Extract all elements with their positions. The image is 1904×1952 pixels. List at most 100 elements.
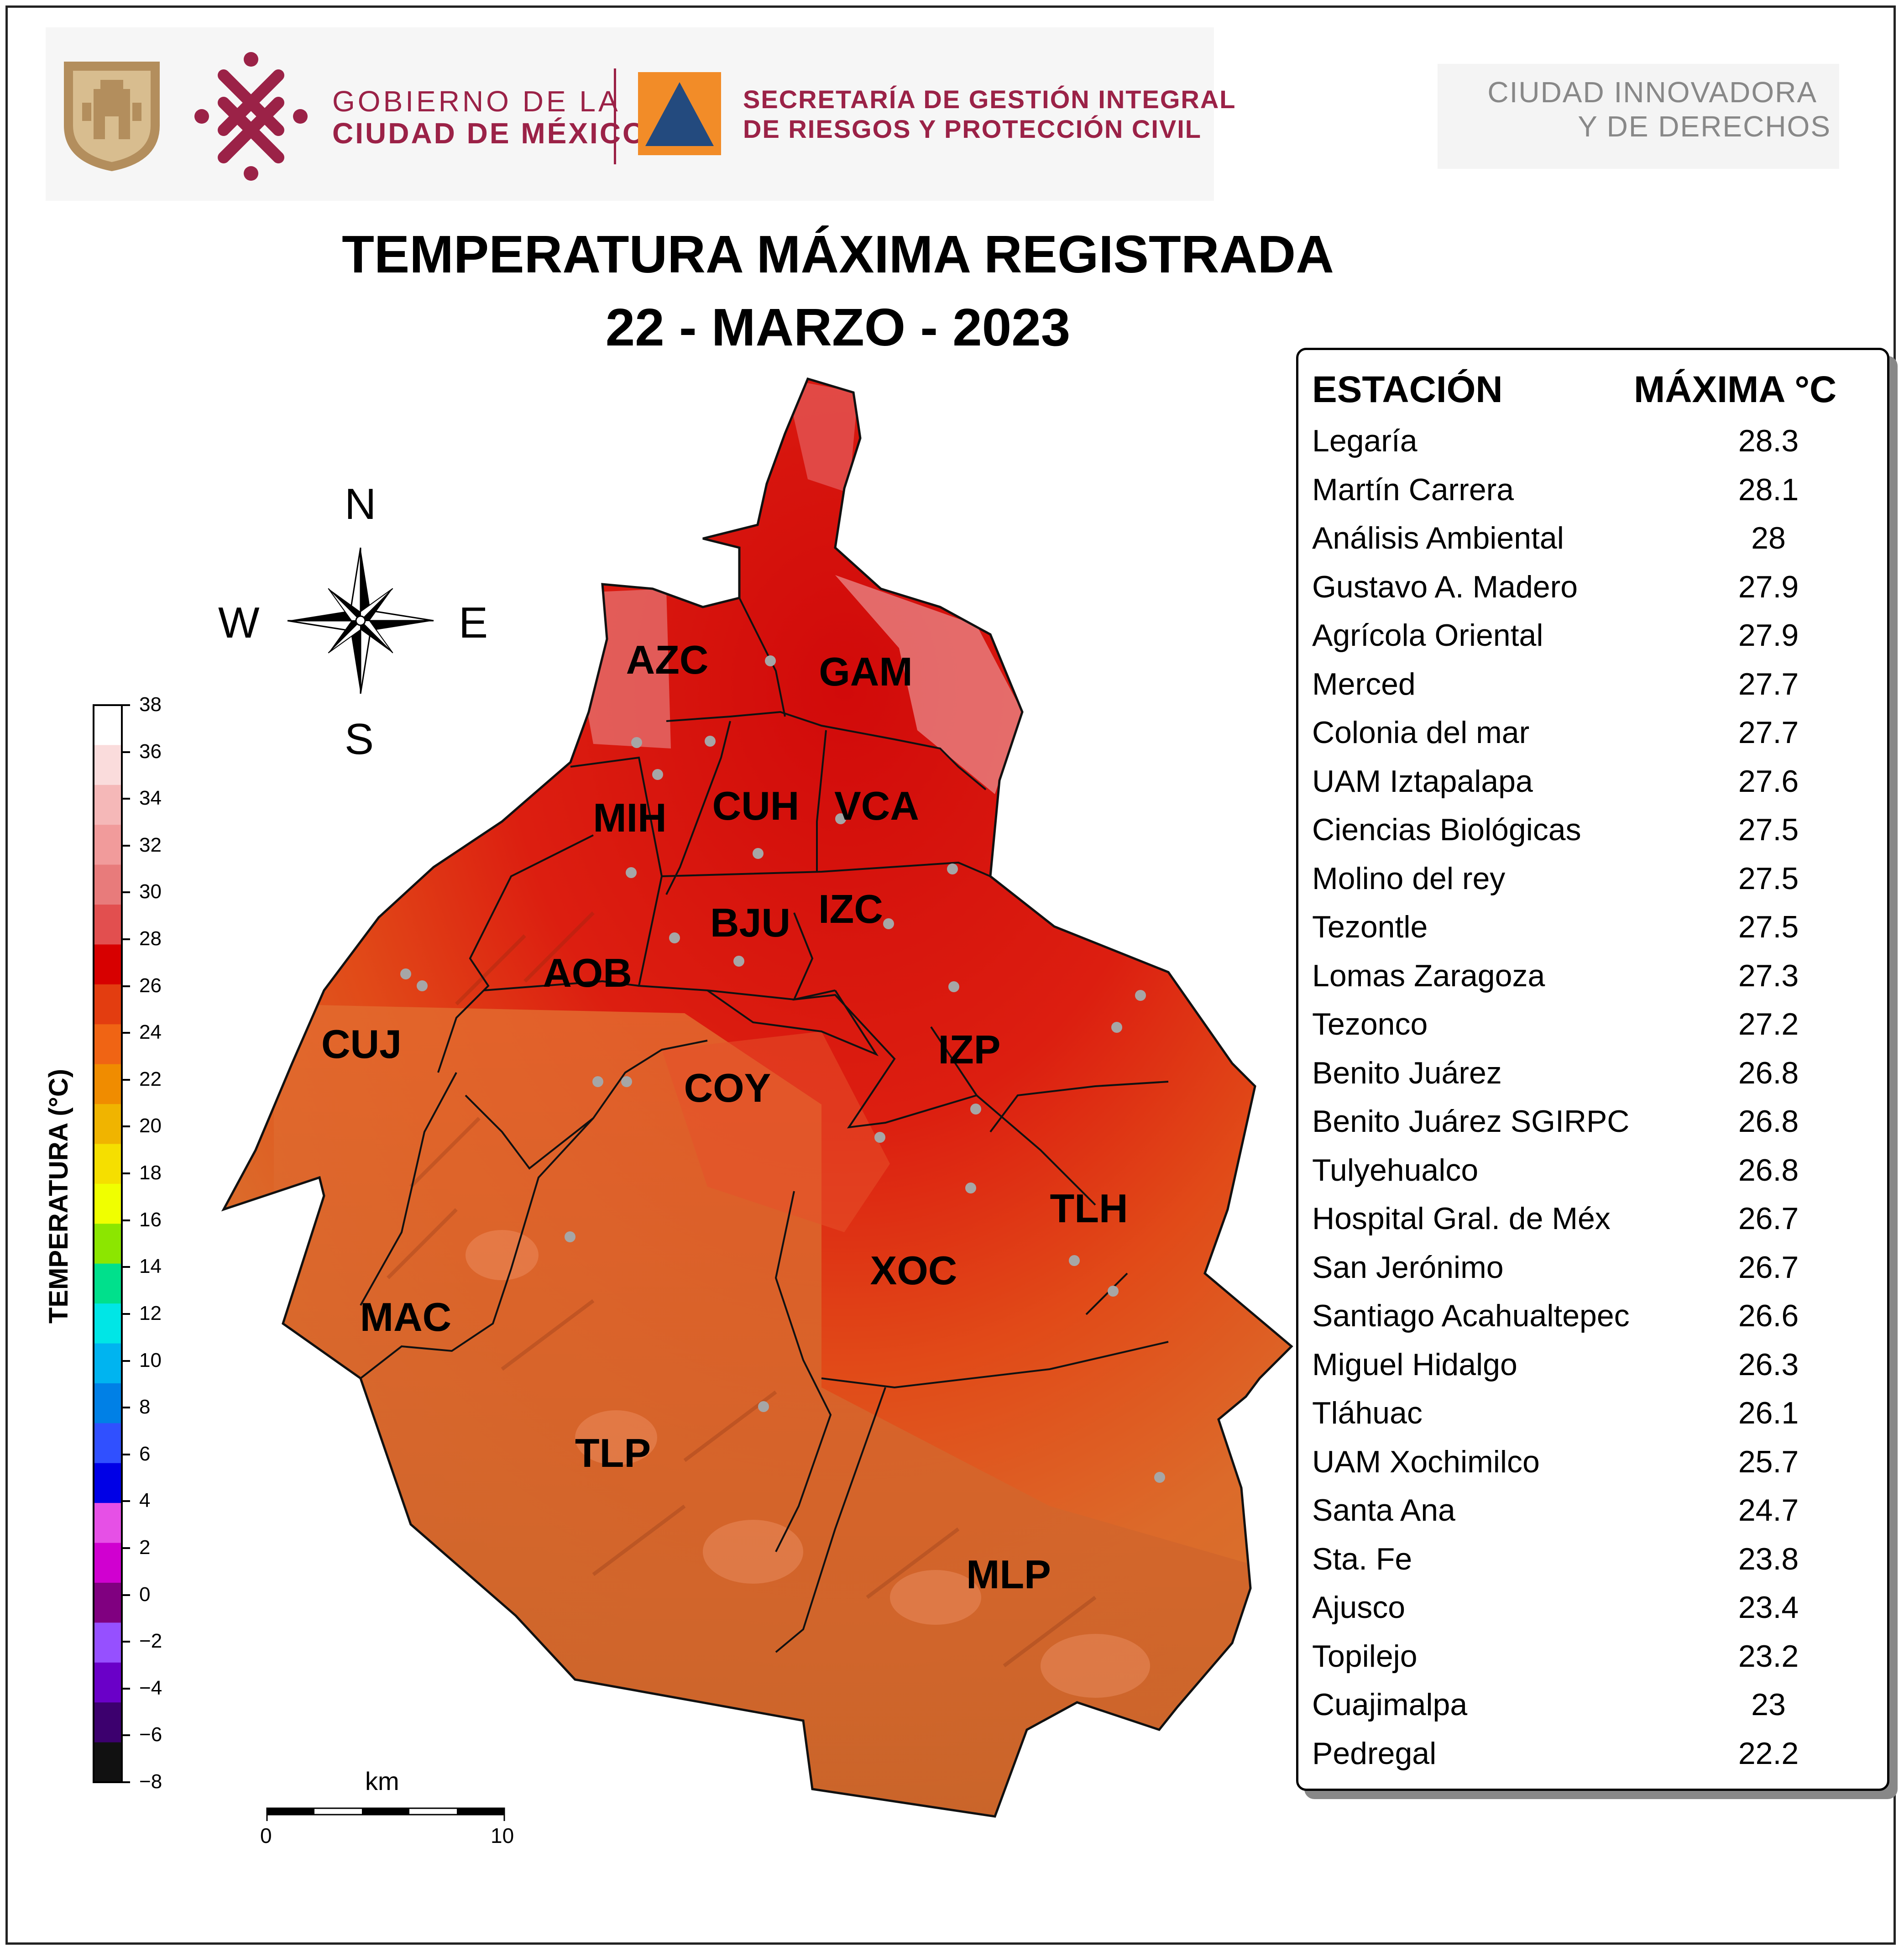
- colorbar-band: [94, 905, 122, 945]
- gobierno-cdmx-emblem: [194, 52, 308, 181]
- station-row: Sta. Fe 23.8: [1312, 1541, 1873, 1590]
- colorbar-tick-mark: [122, 1547, 130, 1549]
- station-name: Santiago Acahualtepec: [1312, 1298, 1630, 1333]
- colorbar-band: [94, 745, 122, 785]
- station-name: Tezonco: [1312, 1007, 1428, 1041]
- station-name: Martín Carrera: [1312, 472, 1514, 507]
- station-max-temp: 26.1: [1738, 1396, 1799, 1430]
- compass-west-label: W: [218, 598, 260, 647]
- colorbar-tick-label: −8: [139, 1770, 162, 1793]
- station-max-temp: 24.7: [1738, 1493, 1799, 1528]
- station-row: Benito Juárez SGIRPC 26.8: [1312, 1104, 1873, 1152]
- colorbar-tick-mark: [122, 1500, 130, 1502]
- colorbar-tick-label: 36: [139, 740, 162, 763]
- station-row: UAM Iztapalapa 27.6: [1312, 764, 1873, 812]
- station-row: Análisis Ambiental 28: [1312, 520, 1873, 569]
- station-name: Benito Juárez: [1312, 1055, 1502, 1090]
- colorbar-tick-label: −2: [139, 1630, 162, 1653]
- station-name: Cuajimalpa: [1312, 1687, 1468, 1722]
- colorbar-band: [94, 1423, 122, 1464]
- station-name: Santa Ana: [1312, 1493, 1455, 1528]
- station-name: Molino del rey: [1312, 861, 1506, 896]
- region-label: CUJ: [321, 1021, 402, 1067]
- station-row: UAM Xochimilco 25.7: [1312, 1444, 1873, 1492]
- station-max-temp: 23.8: [1738, 1541, 1799, 1576]
- region-label: TLH: [1050, 1186, 1128, 1231]
- station-row: Pedregal 22.2: [1312, 1736, 1873, 1784]
- slogan-line2: Y DE DERECHOS: [1578, 110, 1831, 143]
- colorbar-band: [94, 944, 122, 985]
- station-max-temp: 23: [1751, 1687, 1786, 1722]
- station-max-temp: 27.7: [1738, 715, 1799, 750]
- station-row: Agrícola Oriental 27.9: [1312, 618, 1873, 666]
- colorbar-tick-label: 2: [139, 1536, 151, 1559]
- colorbar-tick-label: −4: [139, 1676, 162, 1699]
- colorbar-axis-label: TEMPERATURA (°C): [44, 1068, 73, 1324]
- colorbar-band: [94, 864, 122, 905]
- station-max-temp: 26.8: [1738, 1152, 1799, 1188]
- gov-name-line1: GOBIERNO DE LA: [332, 85, 621, 118]
- secretaria-line1: SECRETARÍA DE GESTIÓN INTEGRAL: [743, 85, 1236, 114]
- colorbar-tick-label: 34: [139, 787, 162, 810]
- station-name: Gustavo A. Madero: [1312, 569, 1578, 604]
- station-row: Molino del rey 27.5: [1312, 861, 1873, 909]
- station-row: Gustavo A. Madero 27.9: [1312, 569, 1873, 618]
- colorbar-band: [94, 1622, 122, 1663]
- station-max-temp: 23.2: [1738, 1638, 1799, 1674]
- scale-end: 10: [491, 1824, 514, 1847]
- colorbar-tick-mark: [122, 1407, 130, 1409]
- station-row: Ajusco 23.4: [1312, 1590, 1873, 1638]
- colorbar-tick-mark: [122, 1594, 130, 1596]
- compass-east-label: E: [459, 598, 488, 647]
- colorbar-tick-label: 14: [139, 1255, 162, 1278]
- station-row: San Jerónimo 26.7: [1312, 1250, 1873, 1298]
- region-label: MIH: [593, 795, 666, 840]
- station-name: Análisis Ambiental: [1312, 521, 1564, 555]
- station-name: Topilejo: [1312, 1638, 1418, 1674]
- station-row: Martín Carrera 28.1: [1312, 472, 1873, 520]
- compass-south-label: S: [345, 715, 374, 764]
- logo-divider: [614, 68, 616, 164]
- colorbar-band: [94, 1303, 122, 1344]
- colorbar-band: [94, 1224, 122, 1264]
- station-row: Lomas Zaragoza 27.3: [1312, 958, 1873, 1006]
- station-name: UAM Xochimilco: [1312, 1444, 1540, 1479]
- station-max-temp: 23.4: [1738, 1590, 1799, 1625]
- colorbar-band: [94, 1024, 122, 1065]
- colorbar-tick-label: 20: [139, 1115, 162, 1137]
- colorbar: [94, 705, 122, 1783]
- colorbar-tick-mark: [122, 1172, 130, 1175]
- colorbar-band: [94, 1463, 122, 1504]
- colorbar-band: [94, 1343, 122, 1384]
- region-label: VCA: [834, 783, 919, 828]
- station-name: Colonia del mar: [1312, 715, 1530, 750]
- station-max-temp: 27.6: [1738, 764, 1799, 799]
- colorbar-tick-label: 16: [139, 1208, 162, 1231]
- station-name: Sta. Fe: [1312, 1541, 1412, 1576]
- colorbar-tick-label: 30: [139, 880, 162, 903]
- station-row: Miguel Hidalgo 26.3: [1312, 1347, 1873, 1395]
- station-max-temp: 25.7: [1738, 1444, 1799, 1479]
- station-max-temp: 26.8: [1738, 1104, 1799, 1139]
- colorbar-tick-label: 6: [139, 1442, 151, 1465]
- station-name: Tláhuac: [1312, 1396, 1423, 1430]
- station-name: Agrícola Oriental: [1312, 618, 1543, 653]
- station-name: Tulyehualco: [1312, 1152, 1479, 1188]
- colorbar-tick-mark: [122, 1219, 130, 1221]
- colorbar-tick-label: 0: [139, 1583, 151, 1606]
- compass-rose: [287, 547, 434, 694]
- colorbar-tick-mark: [122, 1453, 130, 1455]
- colorbar-band: [94, 1064, 122, 1105]
- colorbar-tick-mark: [122, 891, 130, 894]
- region-label: MLP: [966, 1552, 1051, 1597]
- colorbar-tick-label: 12: [139, 1302, 162, 1324]
- colorbar-tick-mark: [122, 1687, 130, 1690]
- station-row: Tezonco 27.2: [1312, 1006, 1873, 1055]
- region-label: BJU: [710, 900, 790, 945]
- region-label: TLP: [575, 1430, 651, 1476]
- station-row: Santa Ana 24.7: [1312, 1492, 1873, 1541]
- sgirpc-logo: [638, 72, 721, 155]
- station-max-temp: 27.2: [1738, 1007, 1799, 1041]
- station-row: Topilejo 23.2: [1312, 1638, 1873, 1687]
